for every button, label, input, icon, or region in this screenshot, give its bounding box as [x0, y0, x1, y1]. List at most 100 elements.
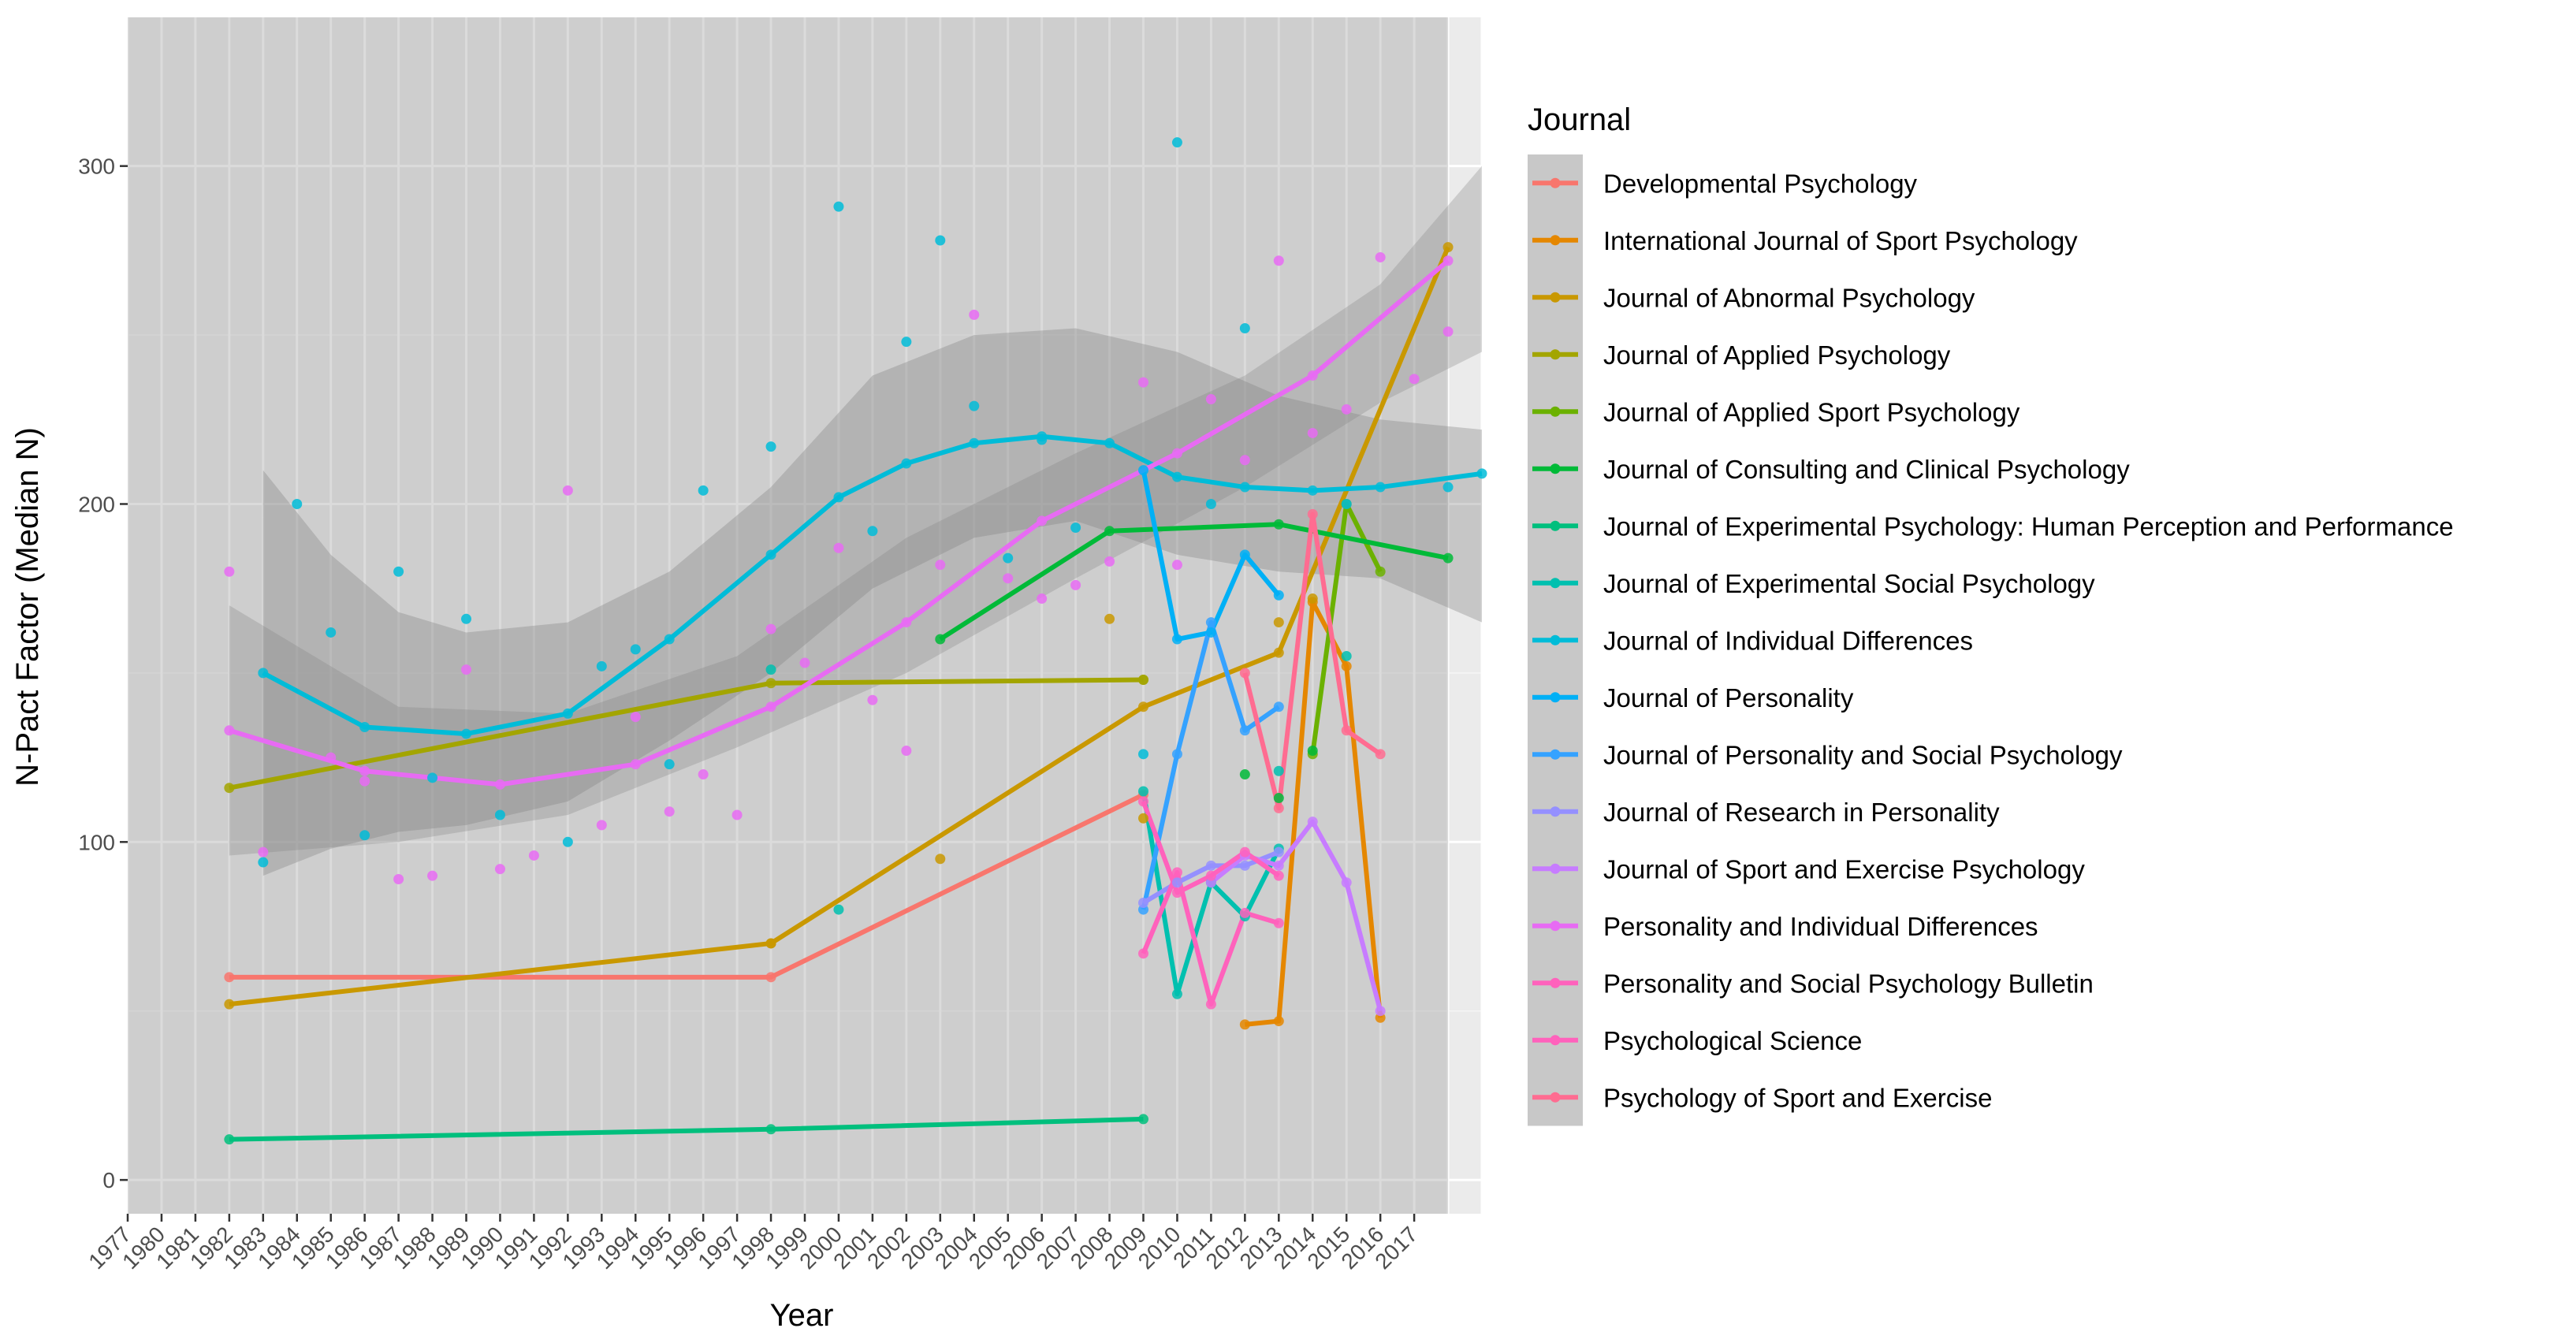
data-point-journal-of-individual-differences	[1003, 552, 1014, 564]
legend-label: Journal of Experimental Social Psycholog…	[1603, 569, 2095, 598]
legend-label: Journal of Consulting and Clinical Psych…	[1603, 455, 2130, 484]
data-point-journal-of-experimental-social-psychology	[765, 664, 776, 675]
data-point-journal-of-research-in-personality	[1171, 877, 1182, 888]
legend-key-point	[1550, 1092, 1561, 1103]
data-point-personality-and-social-psychology-bulletin	[1205, 870, 1216, 881]
data-point-journal-of-individual-differences	[664, 759, 675, 770]
legend-label: Developmental Psychology	[1603, 169, 1918, 198]
legend-key-point	[1550, 292, 1561, 303]
data-point-personality-and-individual-differences	[1003, 573, 1014, 584]
data-point-journal-of-experimental-social-psychology	[1273, 765, 1284, 776]
data-point-journal-of-abnormal-psychology	[1104, 613, 1115, 624]
data-point-personality-and-individual-differences	[1375, 251, 1386, 262]
legend-title: Journal	[1528, 102, 1631, 137]
data-point-personality-and-individual-differences	[494, 864, 505, 875]
data-point-personality-and-individual-differences	[1341, 404, 1352, 415]
legend-item: Journal of Individual Differences	[1528, 612, 1973, 669]
data-point-journal-of-individual-differences	[630, 644, 641, 655]
data-point-personality-and-individual-differences	[833, 542, 844, 553]
confidence-band-personality-individual-differences	[229, 166, 1483, 856]
legend-key-point	[1550, 921, 1561, 932]
data-point-journal-of-consulting-and-clinical-psychology	[935, 634, 946, 645]
data-point-journal-of-individual-differences	[562, 836, 573, 847]
legend-label: Personality and Individual Differences	[1603, 912, 2038, 941]
legend-label: Journal of Sport and Exercise Psychology	[1603, 854, 2085, 884]
data-point-journal-of-personality-and-social-psychology	[1239, 725, 1250, 736]
data-point-journal-of-sport-and-exercise-psychology	[1307, 817, 1318, 828]
data-point-journal-of-personality	[1138, 465, 1148, 476]
series-line-journal-of-consulting-and-clinical-psychology	[939, 522, 1449, 642]
data-point-journal-of-individual-differences	[1037, 434, 1048, 445]
data-point-personality-and-individual-differences	[799, 657, 810, 668]
data-point-journal-of-experimental-social-psychology	[1341, 650, 1352, 661]
legend-key-point	[1550, 578, 1561, 589]
data-point-journal-of-individual-differences	[562, 708, 573, 719]
data-point-personality-and-individual-differences	[528, 850, 539, 861]
legend-item: Journal of Applied Sport Psychology	[1528, 383, 2020, 441]
data-point-journal-of-individual-differences	[901, 337, 912, 348]
data-point-personality-and-individual-differences	[630, 712, 641, 723]
data-point-personality-and-individual-differences	[359, 765, 370, 776]
data-point-personality-and-social-psychology-bulletin	[1171, 887, 1182, 898]
data-point-personality-and-individual-differences	[1307, 427, 1318, 438]
legend-item: Journal of Applied Psychology	[1528, 326, 1951, 383]
data-point-journal-of-sport-and-exercise-psychology	[1375, 1006, 1386, 1017]
data-point-journal-of-consulting-and-clinical-psychology	[1442, 552, 1454, 564]
data-point-journal-of-abnormal-psychology	[224, 999, 235, 1010]
data-point-journal-of-individual-differences	[1307, 485, 1318, 496]
data-point-journal-of-sport-and-exercise-psychology	[1273, 860, 1284, 871]
data-point-personality-and-individual-differences	[1037, 593, 1048, 605]
data-point-personality-and-individual-differences	[765, 623, 776, 634]
data-point-personality-and-individual-differences	[224, 725, 235, 736]
data-point-journal-of-personality	[1171, 634, 1182, 645]
data-point-journal-of-experimental-social-psychology	[833, 904, 844, 915]
legend-label: Journal of Applied Psychology	[1603, 340, 1951, 370]
data-point-journal-of-individual-differences	[427, 772, 438, 783]
data-point-personality-and-individual-differences	[1442, 255, 1454, 266]
data-point-journal-of-individual-differences	[461, 613, 471, 624]
legend-item: Journal of Sport and Exercise Psychology	[1528, 840, 2085, 898]
data-point-journal-of-applied-psychology	[765, 678, 776, 689]
data-point-personality-and-individual-differences	[494, 779, 505, 790]
series-line-journal-of-sport-and-exercise-psychology	[1209, 819, 1383, 1012]
data-point-journal-of-personality	[1205, 627, 1216, 638]
y-axis-title: N-Pact Factor (Median N)	[10, 427, 45, 787]
data-point-personality-and-individual-differences	[664, 806, 675, 817]
data-point-journal-of-individual-differences	[765, 441, 776, 452]
confidence-band-area	[128, 17, 1449, 1214]
x-axis-title: Year	[770, 1298, 834, 1333]
legend-key-point	[1550, 177, 1561, 188]
y-tick-label: 0	[102, 1168, 115, 1192]
data-point-journal-of-individual-differences	[1375, 482, 1386, 493]
data-point-journal-of-individual-differences	[698, 485, 709, 496]
data-point-psychological-science	[1205, 999, 1216, 1010]
y-tick-label: 300	[78, 154, 115, 179]
data-point-journal-of-individual-differences	[969, 437, 980, 448]
data-point-personality-and-individual-differences	[1307, 370, 1318, 381]
data-point-journal-of-personality	[1273, 590, 1284, 601]
data-point-journal-of-personality-and-social-psychology	[1171, 749, 1182, 760]
data-point-personality-and-individual-differences	[1171, 560, 1182, 571]
confidence-band-individual-differences	[262, 328, 1482, 876]
data-point-psychology-of-sport-and-exercise	[1375, 749, 1386, 760]
legend-label: Journal of Experimental Psychology: Huma…	[1603, 512, 2454, 541]
legend-key-point	[1550, 235, 1561, 246]
legend-label: Personality and Social Psychology Bullet…	[1603, 969, 2094, 998]
data-point-journal-of-applied-sport-psychology	[1375, 566, 1386, 577]
data-point-international-journal-of-sport-psychology	[1341, 660, 1352, 672]
data-point-psychology-of-sport-and-exercise	[1239, 668, 1250, 679]
legend-item: Psychological Science	[1528, 1011, 1862, 1069]
data-point-psychological-science	[1138, 948, 1148, 959]
data-point-psychology-of-sport-and-exercise	[1307, 508, 1318, 519]
data-point-personality-and-individual-differences	[935, 560, 946, 571]
data-point-journal-of-abnormal-psychology	[1273, 647, 1284, 658]
data-point-journal-of-individual-differences	[833, 201, 844, 212]
data-point-personality-and-individual-differences	[224, 566, 235, 577]
data-point-journal-of-individual-differences	[292, 498, 303, 509]
data-point-journal-of-sport-and-exercise-psychology	[1341, 877, 1352, 888]
data-point-personality-and-individual-differences	[1037, 515, 1048, 526]
data-point-developmental-psychology	[224, 972, 235, 983]
data-point-journal-of-abnormal-psychology	[1273, 617, 1284, 628]
data-point-personality-and-individual-differences	[630, 759, 641, 770]
legend-label: International Journal of Sport Psycholog…	[1603, 226, 2078, 255]
